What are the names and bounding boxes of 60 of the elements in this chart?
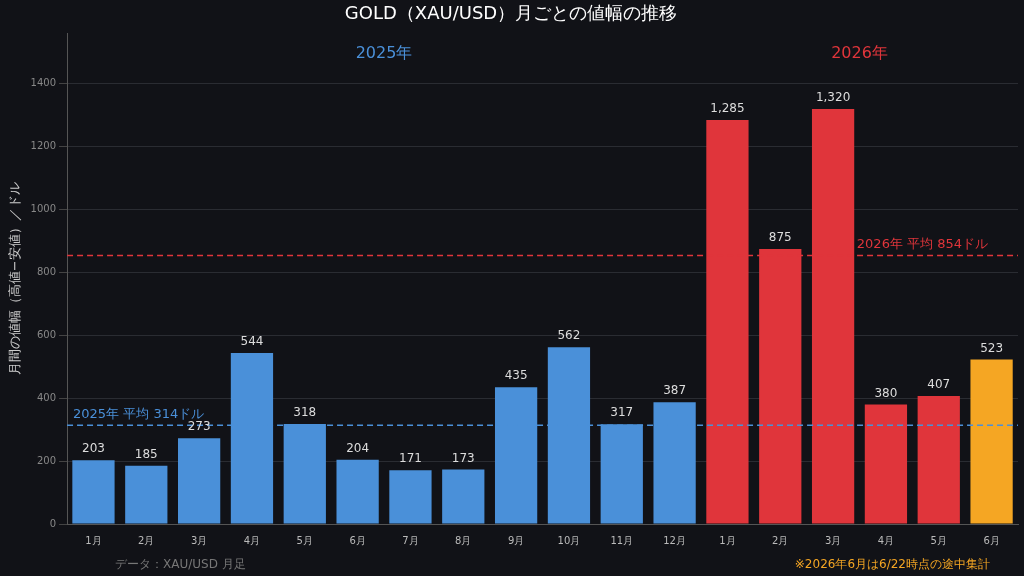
x-tick-label: 2月 — [772, 534, 789, 546]
x-tick-label: 1月 — [85, 534, 102, 546]
y-tick-label: 600 — [36, 328, 57, 340]
bar — [917, 396, 960, 524]
y-tick-label: 200 — [36, 454, 57, 466]
x-tick-label: 6月 — [349, 534, 366, 546]
x-tick-label: 9月 — [507, 534, 525, 546]
data-label: 204 — [346, 441, 370, 455]
data-label: 407 — [927, 377, 951, 392]
data-label: 387 — [663, 383, 687, 398]
x-tick-label: 1月 — [719, 534, 736, 546]
y-tick-label: 400 — [36, 391, 57, 403]
data-label: 562 — [557, 328, 581, 343]
x-tick-label: 4月 — [877, 534, 895, 546]
x-tick-label: 2月 — [138, 534, 155, 546]
bar — [442, 469, 485, 524]
bar — [970, 359, 1013, 524]
data-label: 523 — [980, 340, 1004, 355]
chart-title: GOLD（XAU/USD）月ごとの値幅の推移 — [344, 2, 678, 24]
annotation: 2025年 — [355, 42, 413, 62]
data-label: 203 — [82, 441, 105, 456]
data-label: 1,285 — [710, 101, 745, 116]
x-tick-label: 4月 — [243, 534, 261, 546]
bar — [336, 459, 379, 524]
x-tick-label: 3月 — [190, 534, 208, 546]
data-label: 318 — [293, 405, 317, 420]
x-tick-label: 5月 — [930, 534, 947, 546]
data-label: 380 — [874, 385, 898, 400]
text: データ：XAU/USD 月足 — [115, 557, 246, 572]
y-axis-title: 月間の値幅（高値−安値）／ドル — [7, 182, 23, 376]
data-label: 875 — [768, 230, 792, 245]
ref-line-label: 2026年 平均 854ドル — [856, 236, 988, 252]
x-tick-label: 11月 — [610, 534, 634, 546]
y-tick-label: 1000 — [30, 203, 57, 215]
bar — [389, 470, 432, 524]
data-label: 544 — [240, 334, 264, 349]
bar — [72, 460, 115, 524]
bar — [864, 404, 908, 524]
x-tick-label: 7月 — [402, 534, 419, 546]
bar — [177, 438, 221, 524]
data-label: 435 — [504, 368, 528, 383]
data-label: 317 — [610, 405, 634, 420]
x-tick-label: 8月 — [455, 534, 472, 546]
x-tick-label: 5月 — [296, 534, 313, 546]
data-label: 1,320 — [815, 90, 851, 105]
y-tick-label: 800 — [36, 266, 57, 278]
x-tick-label: 12月 — [663, 534, 686, 546]
annotation: 2026年 — [831, 42, 888, 62]
text: ※2026年6月は6/22時点の途中集計 — [794, 557, 990, 572]
data-label: 173 — [451, 450, 475, 465]
ref-line-label: 2025年 平均 314ドル — [73, 406, 205, 422]
y-tick-label: 0 — [49, 517, 57, 529]
x-tick-label: 6月 — [983, 534, 1000, 546]
x-tick-label: 10月 — [557, 534, 581, 546]
data-label: 171 — [398, 451, 422, 466]
y-tick-label: 1200 — [30, 140, 57, 152]
y-tick-label: 1400 — [30, 77, 57, 89]
bar — [125, 465, 168, 524]
data-label: 185 — [134, 446, 158, 461]
x-tick-label: 3月 — [824, 534, 842, 546]
